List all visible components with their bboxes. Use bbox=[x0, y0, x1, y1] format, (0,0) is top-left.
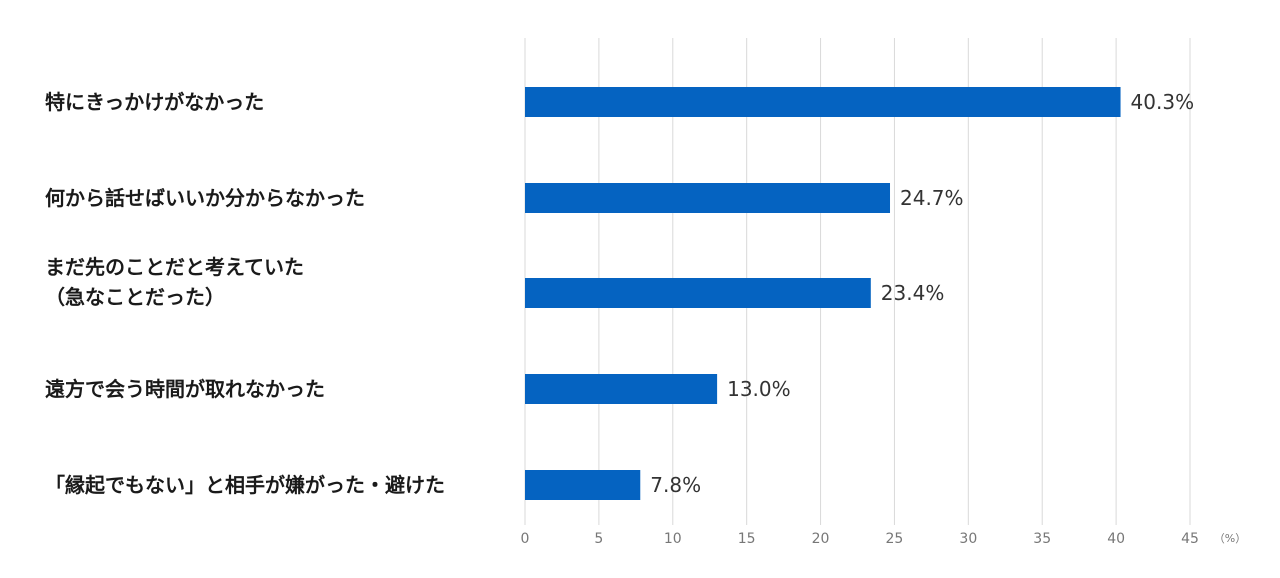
data-label: 7.8% bbox=[650, 473, 701, 497]
x-tick-label: 30 bbox=[959, 531, 977, 547]
category-label: （急なことだった） bbox=[45, 285, 225, 309]
category-label: まだ先のことだと考えていた bbox=[45, 255, 304, 279]
data-label: 13.0% bbox=[727, 377, 791, 401]
category-label: 特にきっかけがなかった bbox=[45, 90, 264, 114]
bar bbox=[525, 374, 718, 404]
x-tick-label: 40 bbox=[1107, 531, 1125, 547]
data-label: 23.4% bbox=[881, 281, 945, 305]
bar bbox=[525, 183, 891, 213]
x-tick-label: 35 bbox=[1033, 531, 1051, 547]
bar bbox=[525, 278, 871, 308]
category-label: 「縁起でもない」と相手が嫌がった・避けた bbox=[45, 473, 445, 497]
category-label: 遠方で会う時間が取れなかった bbox=[45, 377, 325, 401]
bars bbox=[525, 87, 1121, 500]
data-label: 24.7% bbox=[900, 186, 964, 210]
x-axis-ticks: 0 5 10 15 20 25 30 35 40 45 bbox=[521, 531, 1199, 547]
bar bbox=[525, 470, 641, 500]
x-tick-label: 5 bbox=[594, 531, 603, 547]
category-label: 何から話せばいいか分からなかった bbox=[45, 186, 365, 210]
x-tick-label: 45 bbox=[1181, 531, 1199, 547]
x-tick-label: 20 bbox=[812, 531, 830, 547]
x-tick-label: 0 bbox=[521, 531, 530, 547]
category-labels: 特にきっかけがなかった何から話せばいいか分からなかったまだ先のことだと考えていた… bbox=[45, 90, 445, 497]
x-tick-label: 10 bbox=[664, 531, 682, 547]
x-tick-label: 15 bbox=[738, 531, 756, 547]
x-axis-unit: （%） bbox=[1214, 532, 1246, 545]
value-labels: 40.3% 24.7% 23.4% 13.0% 7.8% bbox=[650, 90, 1194, 497]
data-label: 40.3% bbox=[1131, 90, 1195, 114]
x-tick-label: 25 bbox=[886, 531, 904, 547]
bar bbox=[525, 87, 1121, 117]
